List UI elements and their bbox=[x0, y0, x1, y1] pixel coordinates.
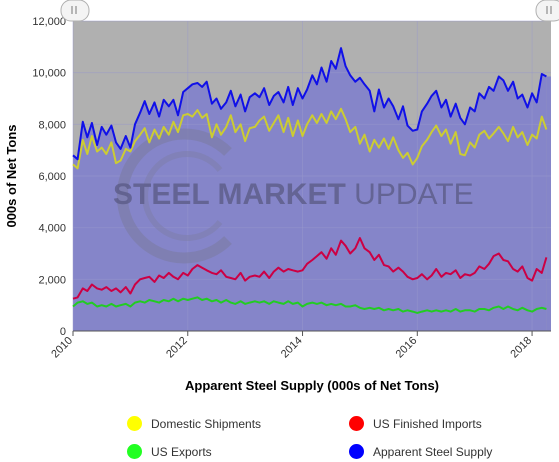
svg-text:STEEL MARKET UPDAT: STEEL MARKET UPDATE bbox=[113, 178, 474, 211]
supply-area-edge bbox=[546, 76, 551, 331]
x-tick-label: 2014 bbox=[279, 335, 305, 361]
zoom-handle-left[interactable] bbox=[60, 0, 90, 22]
steel-market-update-watermark: STEEL MARKET UPDATE bbox=[113, 128, 474, 264]
y-tick-label: 6,000 bbox=[38, 171, 66, 183]
series-line-domestic-shipments[interactable] bbox=[72, 107, 548, 170]
y-tick-label: 12,000 bbox=[32, 16, 66, 28]
x-tick-label: 2018 bbox=[508, 335, 534, 361]
legend-dot-icon bbox=[127, 444, 142, 459]
legend-label: US Finished Imports bbox=[373, 416, 482, 431]
legend-dot-icon bbox=[349, 416, 364, 431]
chart-svg: STEEL MARKET UPDATE 0 2,000 4,000 6,000 8,00… bbox=[4, 0, 559, 393]
legend: Domestic Shipments US Finished Imports U… bbox=[0, 405, 559, 462]
y-axis-title: 000s of Net Tons bbox=[4, 124, 19, 227]
legend-dot-icon bbox=[349, 444, 364, 459]
chart-subtitle: Apparent Steel Supply (000s of Net Tons) bbox=[185, 378, 439, 393]
x-tick-label: 2016 bbox=[394, 335, 420, 361]
legend-label: Apparent Steel Supply bbox=[373, 444, 493, 459]
legend-item-us-finished-imports[interactable]: US Finished Imports bbox=[349, 416, 482, 431]
x-tick-label: 2010 bbox=[49, 335, 75, 361]
y-tick-label: 4,000 bbox=[38, 223, 66, 235]
legend-label: Domestic Shipments bbox=[151, 416, 262, 431]
zoom-handle-right[interactable] bbox=[535, 0, 559, 22]
y-tick-label: 2,000 bbox=[38, 274, 66, 286]
line-layer bbox=[72, 47, 548, 314]
legend-item-us-exports[interactable]: US Exports bbox=[127, 444, 212, 459]
series-line-us-exports[interactable] bbox=[72, 296, 547, 314]
legend-label: US Exports bbox=[151, 444, 212, 459]
y-tick-label: 8,000 bbox=[38, 119, 66, 131]
series-line-us-finished-imports[interactable] bbox=[72, 237, 548, 300]
watermark-market: MARKET bbox=[217, 178, 345, 211]
watermark-update: UPDATE bbox=[354, 178, 473, 211]
series-line-apparent-steel-supply[interactable] bbox=[72, 47, 547, 161]
watermark-steel: STEEL bbox=[113, 178, 209, 211]
watermark-swoosh-icon bbox=[116, 128, 232, 264]
x-tick-label: 2012 bbox=[164, 335, 190, 361]
legend-item-apparent-steel-supply[interactable]: Apparent Steel Supply bbox=[349, 444, 492, 459]
legend-item-domestic-shipments[interactable]: Domestic Shipments bbox=[127, 416, 261, 431]
y-tick-label: 0 bbox=[60, 326, 66, 338]
watermark-swoosh-inner-icon bbox=[142, 151, 223, 241]
legend-dot-icon bbox=[127, 416, 142, 431]
y-tick-label: 10,000 bbox=[32, 68, 66, 80]
